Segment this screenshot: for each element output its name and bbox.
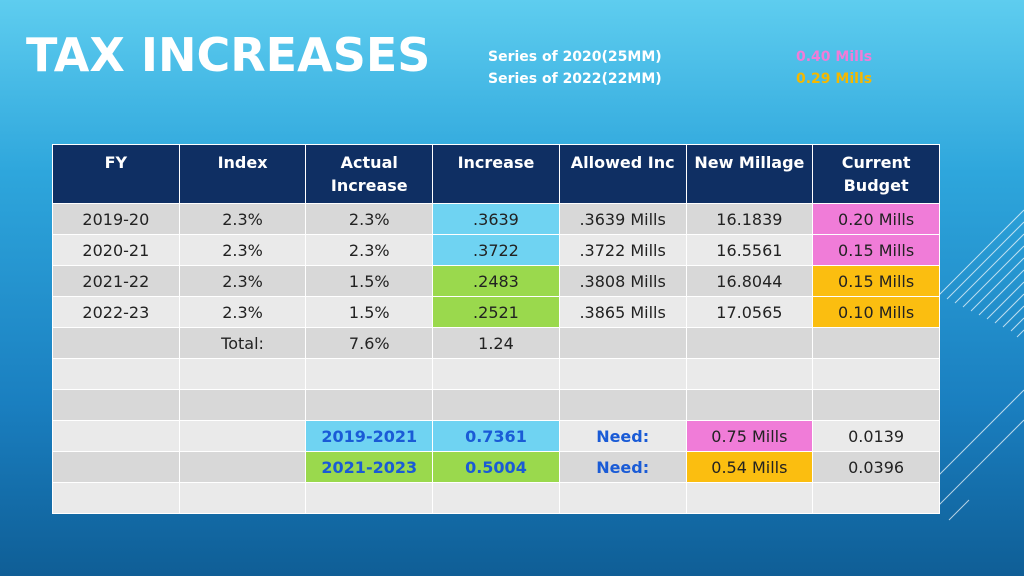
empty-cell: [432, 482, 560, 514]
cell-increase: .3722: [432, 234, 560, 266]
empty-cell: [432, 358, 560, 390]
empty-cell: [558, 389, 687, 421]
cell-index: 2.3%: [178, 203, 307, 235]
series-list: Series of 2020(25MM) Series of 2022(22MM…: [488, 46, 662, 90]
cell-new-millage: 16.5561: [685, 234, 814, 266]
cell-increase: .2521: [432, 296, 560, 328]
cell-fy: 2019-20: [52, 203, 180, 235]
cell-fy: 2020-21: [52, 234, 180, 266]
empty-cell: [52, 482, 180, 514]
cell-current-budget: 0.15 Mills: [812, 265, 940, 297]
need-value: 0.5004: [432, 451, 560, 483]
series-label: Series of 2020(25MM): [488, 49, 662, 65]
cell-fy: 2022-23: [52, 296, 180, 328]
column-header-increase: Increase: [432, 144, 560, 204]
cell-index: 2.3%: [178, 265, 307, 297]
empty-cell: [178, 451, 307, 483]
column-header-allowed-inc: Allowed Inc: [558, 144, 687, 204]
column-header-index: Index: [178, 144, 307, 204]
cell-new-millage: 16.1839: [685, 203, 814, 235]
empty-cell: [52, 451, 180, 483]
total-row: Total: 7.6% 1.24: [52, 327, 940, 359]
cell-index: 2.3%: [178, 296, 307, 328]
column-header-fy: FY: [52, 144, 180, 204]
need-period: 2021-2023: [305, 451, 434, 483]
need-label: Need:: [558, 420, 687, 452]
empty-cell: [52, 358, 180, 390]
header-row: FY Index Actual Increase Increase Allowe…: [52, 144, 940, 204]
empty-cell: [812, 482, 940, 514]
cell-fy: 2021-22: [52, 265, 180, 297]
empty-cell: [685, 358, 814, 390]
cell-actual-increase: 1.5%: [305, 296, 434, 328]
empty-row: [52, 482, 940, 514]
total-actual-increase: 7.6%: [305, 327, 434, 359]
total-increase: 1.24: [432, 327, 560, 359]
empty-cell: [305, 482, 434, 514]
tax-table: FY Index Actual Increase Increase Allowe…: [52, 144, 940, 514]
need-row: 2019-2021 0.7361 Need: 0.75 Mills 0.0139: [52, 420, 940, 452]
table-row: 2020-21 2.3% 2.3% .3722 .3722 Mills 16.5…: [52, 234, 940, 266]
need-period: 2019-2021: [305, 420, 434, 452]
cell-allowed-inc: .3722 Mills: [558, 234, 687, 266]
empty-cell: [178, 420, 307, 452]
empty-cell: [305, 358, 434, 390]
empty-row: [52, 389, 940, 421]
empty-cell: [52, 327, 180, 359]
empty-cell: [685, 482, 814, 514]
table-row: 2022-23 2.3% 1.5% .2521 .3865 Mills 17.0…: [52, 296, 940, 328]
table-row: 2021-22 2.3% 1.5% .2483 .3808 Mills 16.8…: [52, 265, 940, 297]
column-header-actual-increase: Actual Increase: [305, 144, 434, 204]
column-header-current-budget: Current Budget: [812, 144, 940, 204]
cell-actual-increase: 2.3%: [305, 203, 434, 235]
empty-cell: [178, 482, 307, 514]
cell-increase: .3639: [432, 203, 560, 235]
need-extra: 0.0139: [812, 420, 940, 452]
cell-current-budget: 0.10 Mills: [812, 296, 940, 328]
cell-allowed-inc: .3865 Mills: [558, 296, 687, 328]
empty-cell: [685, 389, 814, 421]
decorative-lines: [929, 209, 1024, 521]
empty-cell: [812, 327, 940, 359]
empty-cell: [812, 358, 940, 390]
column-header-new-millage: New Millage: [685, 144, 814, 204]
need-extra: 0.0396: [812, 451, 940, 483]
empty-cell: [558, 327, 687, 359]
empty-cell: [558, 482, 687, 514]
cell-increase: .2483: [432, 265, 560, 297]
series-label: Series of 2022(22MM): [488, 71, 662, 87]
cell-actual-increase: 2.3%: [305, 234, 434, 266]
total-label: Total:: [178, 327, 307, 359]
cell-index: 2.3%: [178, 234, 307, 266]
series-mills-value: 0.29 Mills: [796, 71, 873, 87]
cell-new-millage: 17.0565: [685, 296, 814, 328]
cell-current-budget: 0.15 Mills: [812, 234, 940, 266]
empty-cell: [52, 389, 180, 421]
cell-current-budget: 0.20 Mills: [812, 203, 940, 235]
cell-allowed-inc: .3639 Mills: [558, 203, 687, 235]
empty-cell: [178, 389, 307, 421]
empty-cell: [558, 358, 687, 390]
need-value: 0.7361: [432, 420, 560, 452]
empty-row: [52, 358, 940, 390]
cell-new-millage: 16.8044: [685, 265, 814, 297]
need-mills: 0.75 Mills: [685, 420, 814, 452]
cell-allowed-inc: .3808 Mills: [558, 265, 687, 297]
need-row: 2021-2023 0.5004 Need: 0.54 Mills 0.0396: [52, 451, 940, 483]
empty-cell: [432, 389, 560, 421]
series-mills: 0.40 Mills 0.29 Mills: [796, 46, 872, 90]
empty-cell: [52, 420, 180, 452]
empty-cell: [812, 389, 940, 421]
empty-cell: [685, 327, 814, 359]
table-row: 2019-20 2.3% 2.3% .3639 .3639 Mills 16.1…: [52, 203, 940, 235]
need-label: Need:: [558, 451, 687, 483]
empty-cell: [178, 358, 307, 390]
need-mills: 0.54 Mills: [685, 451, 814, 483]
page-title: TAX INCREASES: [26, 28, 431, 82]
empty-cell: [305, 389, 434, 421]
cell-actual-increase: 1.5%: [305, 265, 434, 297]
series-mills-value: 0.40 Mills: [796, 49, 873, 65]
